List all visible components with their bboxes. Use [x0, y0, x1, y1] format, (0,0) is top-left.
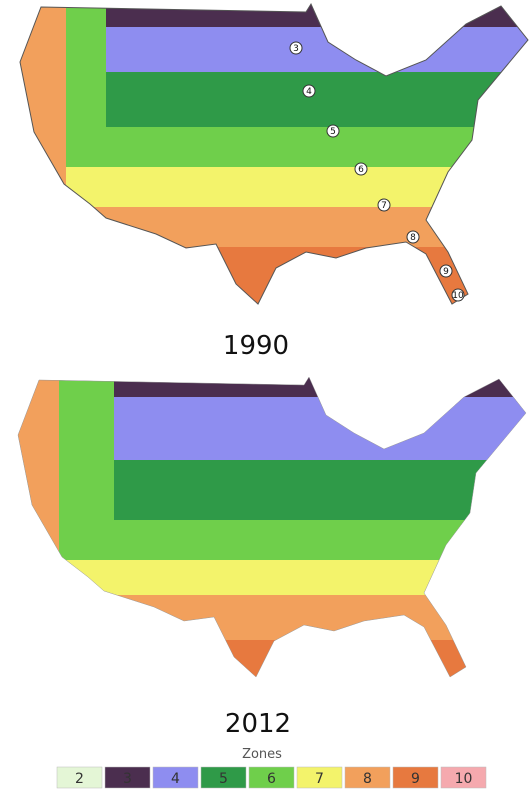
zone-marker-label: 6 [358, 165, 364, 175]
legend-swatch [56, 766, 103, 789]
zone-marker-label: 5 [330, 127, 336, 137]
year-label: 1990 [223, 331, 289, 361]
legend-label: 5 [219, 771, 228, 787]
legend-label: 7 [315, 771, 324, 787]
legend-title: Zones [242, 747, 282, 762]
zone-marker [289, 41, 303, 55]
zone-marker-label: 7 [381, 201, 387, 211]
zone-marker-label: 3 [293, 44, 299, 54]
legend-swatch [200, 766, 247, 789]
legend-label: 8 [363, 771, 372, 787]
zone-marker [354, 162, 368, 176]
year-label: 2012 [225, 709, 291, 739]
zone-marker [451, 288, 465, 302]
map-2012 [17, 376, 527, 678]
legend-swatch [248, 766, 295, 789]
zone-markers: 3 4 5 6 7 8 9 10 [289, 41, 465, 302]
legend-label: 2 [75, 771, 84, 787]
legend-swatch [152, 766, 199, 789]
legend-swatch [104, 766, 151, 789]
legend-swatch [440, 766, 487, 789]
legend-label: 4 [171, 771, 180, 787]
zone-marker [406, 230, 420, 244]
zone-marker [439, 264, 453, 278]
zone-marker [302, 84, 316, 98]
zone-marker [377, 198, 391, 212]
legend-swatch [392, 766, 439, 789]
legend-label: 3 [123, 771, 132, 787]
zone-marker [326, 124, 340, 138]
zone-marker-label: 9 [443, 267, 449, 277]
legend-swatch [296, 766, 343, 789]
legend: 2 3 4 5 6 7 8 9 10 [56, 766, 487, 789]
legend-swatch [344, 766, 391, 789]
map-1990 [19, 2, 529, 305]
zone-marker-label: 10 [452, 291, 464, 301]
legend-label: 9 [411, 771, 420, 787]
legend-label: 10 [455, 771, 473, 787]
zone-marker-label: 8 [410, 233, 416, 243]
zone-marker-label: 4 [306, 87, 312, 97]
legend-label: 6 [267, 771, 276, 787]
